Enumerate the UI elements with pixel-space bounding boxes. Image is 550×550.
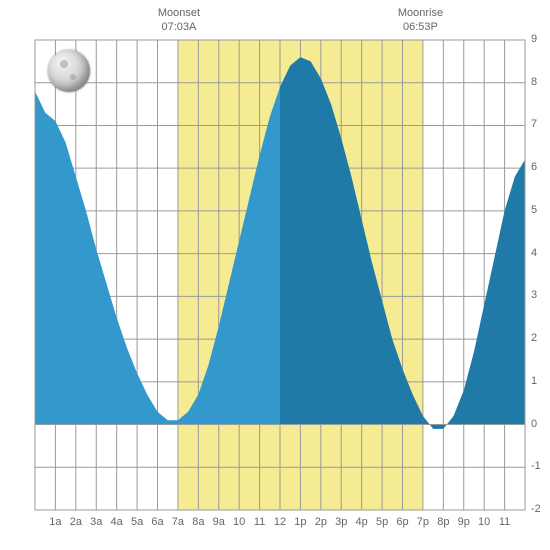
- y-tick-label: 2: [531, 332, 537, 344]
- x-tick-label: 3a: [86, 516, 106, 528]
- x-tick-label: 2p: [311, 516, 331, 528]
- moonrise-label-text: Moonrise: [390, 6, 450, 20]
- moonset-time-text: 07:03A: [149, 20, 209, 34]
- moon-phase-icon: [48, 50, 90, 92]
- moonrise-time-text: 06:53P: [390, 20, 450, 34]
- tide-chart: Moonset 07:03A Moonrise 06:53P -2-101234…: [0, 0, 550, 550]
- y-tick-label: 0: [531, 418, 537, 430]
- x-tick-label: 8p: [433, 516, 453, 528]
- x-tick-label: 3p: [331, 516, 351, 528]
- y-tick-label: 4: [531, 247, 537, 259]
- x-tick-label: 1p: [290, 516, 310, 528]
- y-tick-label: 8: [531, 76, 537, 88]
- x-tick-label: 10: [229, 516, 249, 528]
- moonset-annotation: Moonset 07:03A: [149, 6, 209, 35]
- y-tick-label: -1: [531, 460, 541, 472]
- y-tick-label: 9: [531, 33, 537, 45]
- y-tick-label: -2: [531, 503, 541, 515]
- y-tick-label: 1: [531, 375, 537, 387]
- y-tick-label: 3: [531, 289, 537, 301]
- x-tick-label: 11: [495, 516, 515, 528]
- moonset-label-text: Moonset: [149, 6, 209, 20]
- x-tick-label: 4a: [107, 516, 127, 528]
- x-tick-label: 5p: [372, 516, 392, 528]
- moonrise-annotation: Moonrise 06:53P: [390, 6, 450, 35]
- x-tick-label: 7p: [413, 516, 433, 528]
- x-tick-label: 11: [250, 516, 270, 528]
- x-tick-label: 2a: [66, 516, 86, 528]
- y-tick-label: 7: [531, 118, 537, 130]
- y-tick-label: 5: [531, 204, 537, 216]
- x-tick-label: 4p: [352, 516, 372, 528]
- x-tick-label: 10: [474, 516, 494, 528]
- x-tick-label: 5a: [127, 516, 147, 528]
- x-tick-label: 6a: [148, 516, 168, 528]
- x-tick-label: 9a: [209, 516, 229, 528]
- x-tick-label: 12: [270, 516, 290, 528]
- x-tick-label: 1a: [45, 516, 65, 528]
- x-tick-label: 9p: [454, 516, 474, 528]
- x-tick-label: 6p: [393, 516, 413, 528]
- x-tick-label: 7a: [168, 516, 188, 528]
- x-tick-label: 8a: [188, 516, 208, 528]
- y-tick-label: 6: [531, 161, 537, 173]
